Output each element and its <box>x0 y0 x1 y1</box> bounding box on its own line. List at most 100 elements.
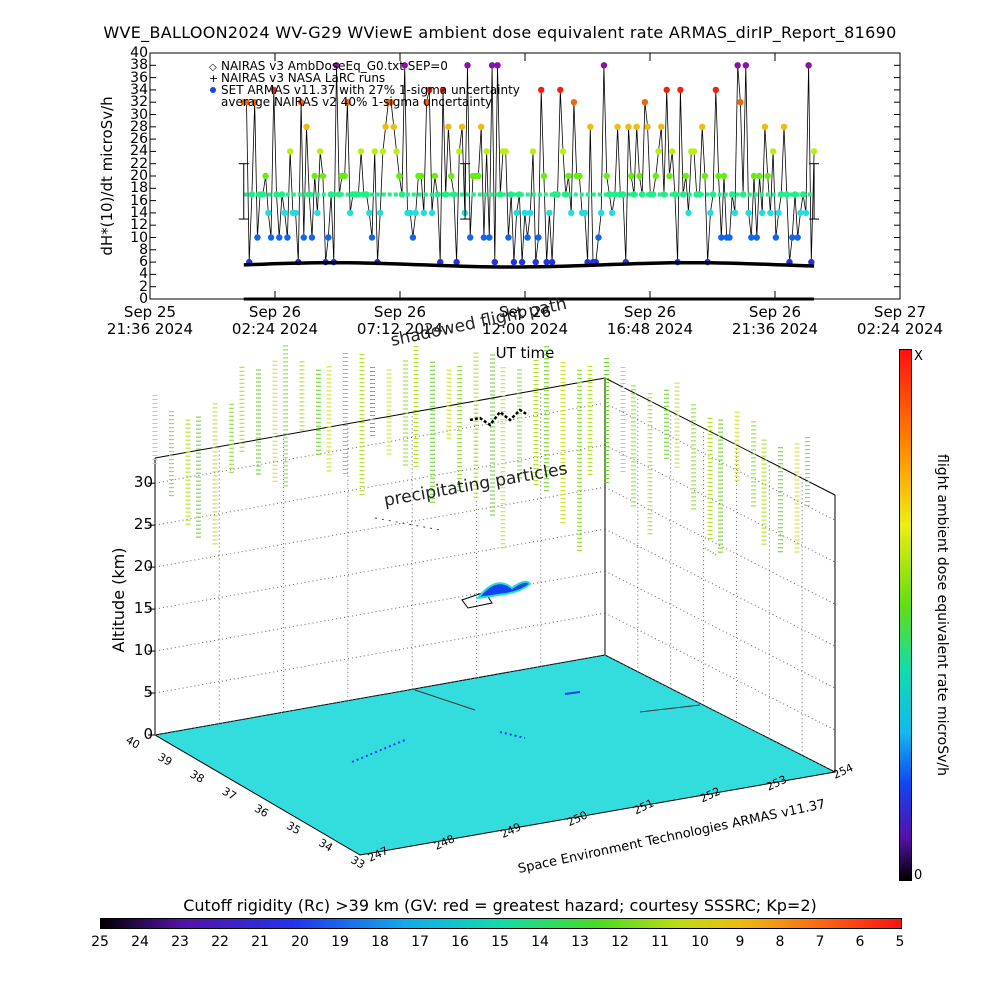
legend-label: NAIRAS v3 AmbDoseEq_G0.txt SEP=0 <box>221 59 448 73</box>
armas-point <box>423 99 430 106</box>
legend-label: NAIRAS v3 NASA LaRC runs <box>221 71 385 85</box>
rigidity-tick-label: 17 <box>411 934 429 950</box>
armas-point <box>267 234 275 241</box>
altitude-tick-label: 30 <box>133 473 153 492</box>
armas-point <box>477 123 485 130</box>
legend-plus-marker: + <box>209 72 218 85</box>
armas-point <box>464 62 471 69</box>
floor-track-dark <box>414 689 476 711</box>
armas-point <box>284 234 291 241</box>
armas-point <box>663 86 670 94</box>
x-tick-time: 07:12 2024 <box>356 320 444 338</box>
armas-point <box>628 172 635 180</box>
armas-point <box>407 209 414 217</box>
altitude-tick-label: 25 <box>133 515 153 534</box>
left-wall-gridline <box>154 486 606 568</box>
rigidity-tick-label: 8 <box>775 934 785 950</box>
armas-point <box>371 148 378 155</box>
right-wall-gridline <box>604 570 836 689</box>
rigidity-tick-label: 23 <box>171 934 189 950</box>
rigidity-tick-label: 16 <box>451 934 469 950</box>
y-tick-label: 32 <box>130 94 148 111</box>
armas-point <box>769 148 777 155</box>
rigidity-colorbar <box>100 918 902 929</box>
armas-point <box>409 234 417 241</box>
rigidity-tick-label: 22 <box>211 934 229 950</box>
armas-point <box>428 209 436 217</box>
armas-point <box>456 148 463 155</box>
altitude-tick-label: 0 <box>143 725 153 743</box>
altitude-axis-label: Altitude (km) <box>109 548 128 653</box>
armas-point <box>712 86 720 94</box>
x-tick-marks <box>149 53 901 299</box>
armas-point <box>652 172 659 180</box>
armas-point <box>808 258 815 266</box>
armas-point <box>311 172 318 180</box>
armas-point <box>439 86 447 94</box>
latitude-tick-label: 36 <box>252 802 271 820</box>
armas-point <box>581 209 589 217</box>
colorbar-top-label: X <box>914 349 923 364</box>
armas-point <box>565 172 572 180</box>
armas-point <box>346 209 354 217</box>
armas-point <box>557 86 564 94</box>
armas-point <box>715 172 722 180</box>
x-tick-time: 12:00 2024 <box>481 320 569 338</box>
armas-point <box>292 209 299 217</box>
armas-point <box>535 234 542 241</box>
armas-point <box>720 172 728 180</box>
y-tick-label: 24 <box>130 143 148 160</box>
armas-point <box>431 172 438 180</box>
armas-point <box>748 234 755 241</box>
armas-point <box>518 258 526 266</box>
armas-point <box>341 172 348 180</box>
armas-point <box>532 258 539 266</box>
armas-point <box>243 99 250 106</box>
armas-point <box>603 172 610 180</box>
rigidity-tick-label: 20 <box>291 934 309 950</box>
right-wall-gridline <box>604 528 836 647</box>
y-tick-label: 30 <box>130 106 148 123</box>
armas-point <box>761 123 769 130</box>
altitude-tick-marks <box>148 482 155 736</box>
armas-point <box>417 172 425 180</box>
armas-point <box>655 148 662 155</box>
armas-point <box>262 172 269 180</box>
y-tick-label: 6 <box>139 254 148 271</box>
armas-point <box>690 148 698 155</box>
rigidity-tick-label: 19 <box>331 934 349 950</box>
armas-point <box>537 86 545 94</box>
armas-point <box>546 209 553 217</box>
armas-point <box>486 234 493 241</box>
armas-point <box>420 209 428 217</box>
armas-point <box>772 234 780 241</box>
armas-point <box>731 209 739 217</box>
armas-point <box>794 234 801 241</box>
latitude-tick-label: 33 <box>349 853 368 871</box>
armas-point <box>543 258 550 266</box>
legend-label: SET ARMAS v11.37 with 27% 1-sigma uncert… <box>221 83 520 97</box>
y-tick-label: 22 <box>130 155 148 172</box>
armas-point <box>529 148 537 155</box>
rigidity-tick-label: 15 <box>491 934 509 950</box>
flight-track-green <box>704 547 719 557</box>
armas-point <box>707 209 714 217</box>
armas-point <box>805 62 812 69</box>
rigidity-tick-label: 13 <box>571 934 589 950</box>
armas-point <box>780 123 788 130</box>
armas-point <box>767 209 774 217</box>
latitude-tick-label: 38 <box>188 768 207 786</box>
armas-point <box>701 172 709 180</box>
armas-point <box>505 234 512 241</box>
legend-armas-marker <box>210 87 216 93</box>
armas-point <box>265 209 272 217</box>
x-tick-date: Sep 26 <box>623 303 677 321</box>
latitude-tick-label: 40 <box>124 733 143 751</box>
colorbar-label: flight ambient dose equivalent rate micr… <box>934 454 950 776</box>
armas-point <box>396 172 403 180</box>
y-tick-labels: 0 2 4 6 8 10 12 14 16 18 20 22 24 26 28 30 32 34 36 38 40 <box>100 0 148 350</box>
rigidity-tick-label: 5 <box>895 934 905 950</box>
armas-point <box>502 148 509 155</box>
